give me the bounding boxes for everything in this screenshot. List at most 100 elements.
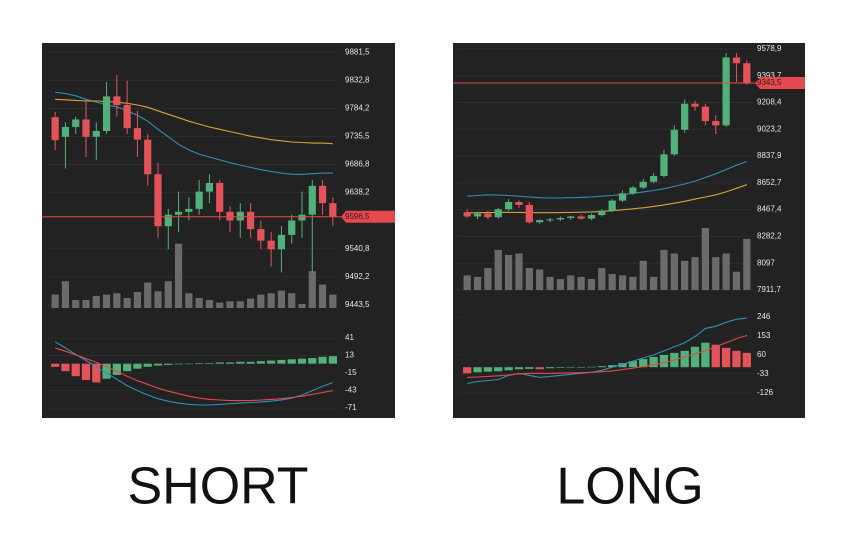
macd-bar — [81, 363, 91, 380]
candle-body — [732, 57, 741, 64]
macd-bar — [721, 347, 731, 368]
macd-tick-label: -126 — [757, 388, 774, 397]
price-label: 9596,5 — [345, 212, 370, 221]
volume-bar — [504, 254, 513, 290]
macd-bar — [545, 367, 555, 369]
volume-bar — [691, 257, 699, 290]
volume-bar — [154, 291, 162, 308]
macd-bar — [463, 367, 472, 374]
macd-line — [467, 334, 747, 378]
macd-bar — [277, 359, 286, 364]
macd-bar — [659, 354, 669, 368]
macd-bar — [628, 361, 638, 368]
price-label-box — [755, 76, 805, 89]
y-tick-label: 9784,2 — [345, 103, 370, 112]
volume-bar — [72, 299, 80, 308]
candle-body — [72, 119, 80, 127]
macd-bar — [328, 356, 337, 364]
volume-bar — [113, 293, 121, 308]
macd-bar — [742, 352, 751, 368]
chart-title: LONG — [556, 458, 703, 516]
candle-body — [556, 217, 565, 220]
macd-bar — [225, 362, 235, 364]
y-tick-label: 8652,7 — [757, 178, 782, 187]
volume-bar — [608, 273, 616, 290]
candle-body — [216, 182, 224, 212]
candle-body — [298, 214, 306, 221]
candle-body — [82, 119, 90, 137]
volume-bar — [102, 294, 111, 308]
macd-bar — [102, 363, 111, 379]
candle-body — [701, 106, 710, 122]
candle-body — [318, 185, 327, 204]
moving-average — [467, 184, 747, 214]
macd-bar — [92, 363, 101, 383]
macd-bar — [174, 363, 183, 365]
macd-bar — [566, 367, 575, 368]
y-tick-label: 9393,7 — [757, 71, 782, 80]
candle-body — [61, 126, 70, 137]
macd-bar — [153, 363, 163, 366]
macd-bar — [514, 367, 524, 370]
macd-bar — [308, 358, 317, 364]
macd-bar — [618, 363, 627, 368]
price-label: 9343,5 — [757, 78, 782, 87]
volume-bar — [577, 276, 585, 290]
candle-body — [463, 212, 471, 217]
candle-body — [267, 240, 275, 250]
macd-bar — [195, 363, 204, 364]
volume-bar — [463, 275, 471, 290]
y-tick-label: 9208,4 — [757, 98, 782, 107]
candle-body — [308, 185, 316, 215]
macd-bar — [587, 366, 596, 368]
macd-bar — [732, 350, 741, 368]
volume-bar — [246, 298, 255, 308]
macd-bar — [608, 365, 617, 368]
volume-bar — [236, 301, 244, 308]
candle-body — [722, 57, 730, 126]
chart-title: SHORT — [127, 458, 308, 516]
volume-bar — [473, 276, 482, 290]
volume-bar — [525, 268, 533, 290]
volume-bar — [267, 293, 275, 308]
volume-bar — [82, 299, 90, 308]
candle-body — [515, 202, 523, 205]
candle-body — [51, 117, 59, 141]
volume-bar — [164, 281, 172, 308]
candle-body — [92, 130, 100, 137]
volume-bar — [51, 294, 59, 308]
candle-body — [144, 139, 152, 175]
macd-bar — [267, 360, 276, 364]
macd-bar — [184, 363, 193, 365]
price-label-box — [341, 210, 395, 223]
macd-bar — [215, 362, 224, 364]
macd-bar — [525, 367, 534, 369]
macd-bar — [297, 358, 307, 364]
y-tick-label: 8282,2 — [757, 232, 782, 241]
macd-bar — [680, 350, 689, 368]
macd-bar — [143, 363, 152, 367]
macd-bar — [205, 363, 214, 364]
macd-bar — [701, 342, 710, 368]
macd-tick-label: -15 — [345, 368, 357, 377]
y-tick-label: 8097 — [757, 258, 775, 267]
candle-body — [670, 129, 678, 155]
moving-average — [467, 160, 747, 199]
macd-bar — [649, 356, 658, 368]
candle-body — [639, 181, 647, 188]
y-tick-label: 9686,8 — [345, 160, 370, 169]
candle-body — [712, 121, 720, 126]
candle-body — [629, 187, 637, 194]
candle-body — [525, 204, 533, 223]
candle-body — [691, 103, 699, 107]
candle-body — [504, 202, 513, 210]
volume-bar — [567, 275, 575, 290]
candle-body — [660, 154, 668, 177]
candle-body — [681, 103, 689, 130]
volume-bar — [144, 282, 152, 308]
y-tick-label: 8837,9 — [757, 151, 782, 160]
candle-body — [133, 128, 142, 140]
candle-body — [277, 234, 286, 250]
candle-body — [536, 220, 544, 223]
candle-body — [257, 229, 265, 241]
